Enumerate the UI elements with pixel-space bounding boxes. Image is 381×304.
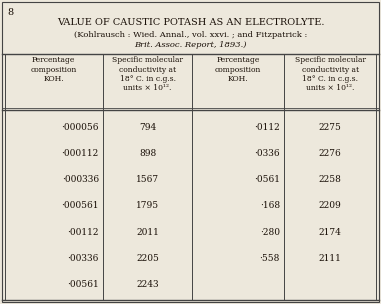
Text: 2243: 2243: [136, 280, 159, 289]
Text: 794: 794: [139, 123, 156, 132]
Text: 2276: 2276: [319, 149, 341, 158]
Text: Percentage
composition
KOH.: Percentage composition KOH.: [215, 56, 261, 83]
Text: 1795: 1795: [136, 202, 159, 210]
Text: ·168: ·168: [260, 202, 280, 210]
Text: 2209: 2209: [319, 202, 341, 210]
Text: Specific molecular
conductivity at
18° C. in c.g.s.
units × 10¹².: Specific molecular conductivity at 18° C…: [112, 56, 183, 92]
Text: ·000056: ·000056: [61, 123, 99, 132]
Text: Specific molecular
conductivity at
18° C. in c.g.s.
units × 10¹².: Specific molecular conductivity at 18° C…: [295, 56, 366, 92]
Text: 898: 898: [139, 149, 156, 158]
Text: 2205: 2205: [136, 254, 159, 263]
Text: 1567: 1567: [136, 175, 159, 184]
Text: 2111: 2111: [319, 254, 342, 263]
Text: ·00336: ·00336: [67, 254, 99, 263]
Text: (Kohlrausch : Wied. Annal., vol. xxvi. ; and Fitzpatrick :: (Kohlrausch : Wied. Annal., vol. xxvi. ;…: [74, 31, 307, 39]
Text: 2258: 2258: [319, 175, 342, 184]
Text: ·0112: ·0112: [254, 123, 280, 132]
Text: VALUE OF CAUSTIC POTASH AS AN ELECTROLYTE.: VALUE OF CAUSTIC POTASH AS AN ELECTROLYT…: [57, 18, 324, 27]
Text: 2011: 2011: [136, 228, 159, 237]
Text: ·000336: ·000336: [62, 175, 99, 184]
Text: ·0561: ·0561: [254, 175, 280, 184]
Text: ·000561: ·000561: [61, 202, 99, 210]
Text: Percentage
composition
KOH.: Percentage composition KOH.: [30, 56, 77, 83]
Text: Brit. Assoc. Report, 1893.): Brit. Assoc. Report, 1893.): [134, 41, 247, 49]
Text: ·000112: ·000112: [62, 149, 99, 158]
Text: 2174: 2174: [319, 228, 342, 237]
Text: ·558: ·558: [259, 254, 280, 263]
Text: ·00112: ·00112: [67, 228, 99, 237]
Text: 2275: 2275: [319, 123, 342, 132]
Text: 8: 8: [7, 8, 13, 17]
Text: ·00561: ·00561: [67, 280, 99, 289]
Text: ·0336: ·0336: [254, 149, 280, 158]
Text: ·280: ·280: [260, 228, 280, 237]
